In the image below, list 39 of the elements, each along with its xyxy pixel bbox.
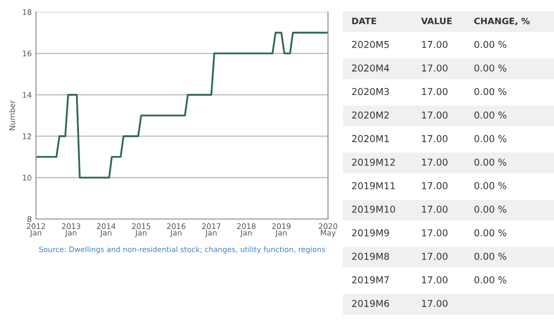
data-label: 0.00 % (474, 40, 506, 48)
data-label: 17.00 (422, 229, 448, 236)
category-label: 2020M5 (352, 40, 389, 48)
data-label: 17.00 (422, 135, 448, 142)
data-label: 17.00 (422, 300, 448, 307)
data-label: 0.00 % (474, 206, 506, 213)
category-label: 2019M6 (352, 300, 390, 307)
category-label: 2019M11 (352, 182, 395, 190)
data-label: 0.00 % (474, 229, 506, 236)
data-label: 17.00 (422, 112, 448, 119)
category-label: 2020M3 (352, 88, 389, 96)
data-label: 0.00 % (474, 276, 506, 284)
data-label: 17.00 (422, 276, 448, 284)
data-label: 0.00 % (474, 64, 506, 72)
data-label: 17.00 (422, 64, 448, 72)
data-label: 17.00 (422, 158, 448, 166)
data-label: 0.00 % (474, 112, 506, 119)
data-label: 0.00 % (474, 88, 506, 96)
data-label: 0.00 % (474, 252, 506, 260)
category-label: 2019M12 (352, 158, 395, 166)
category-label: 2020M1 (352, 135, 389, 142)
data-label: 17.00 (422, 182, 448, 190)
data-label: 17.00 (422, 88, 448, 96)
data-label: 17.00 (422, 40, 448, 48)
category-label: 2019M10 (352, 206, 396, 213)
category-label: 2020M4 (352, 64, 390, 72)
line-series (36, 32, 328, 179)
category-label: 2019M7 (352, 276, 389, 284)
data-label: 0.00 % (474, 182, 506, 190)
category-label: 2019M8 (352, 252, 389, 260)
data-label: 0.00 % (474, 158, 506, 166)
text: CHANGE, % (474, 18, 530, 26)
data-label: 17.00 (422, 252, 448, 260)
data-label: 0.00 % (474, 135, 506, 142)
data-label: 17.00 (422, 206, 448, 213)
category-label: 2020M2 (352, 112, 389, 119)
text: DATE (352, 18, 376, 24)
text: VALUE (421, 18, 452, 24)
category-label: 2019M9 (352, 229, 389, 236)
